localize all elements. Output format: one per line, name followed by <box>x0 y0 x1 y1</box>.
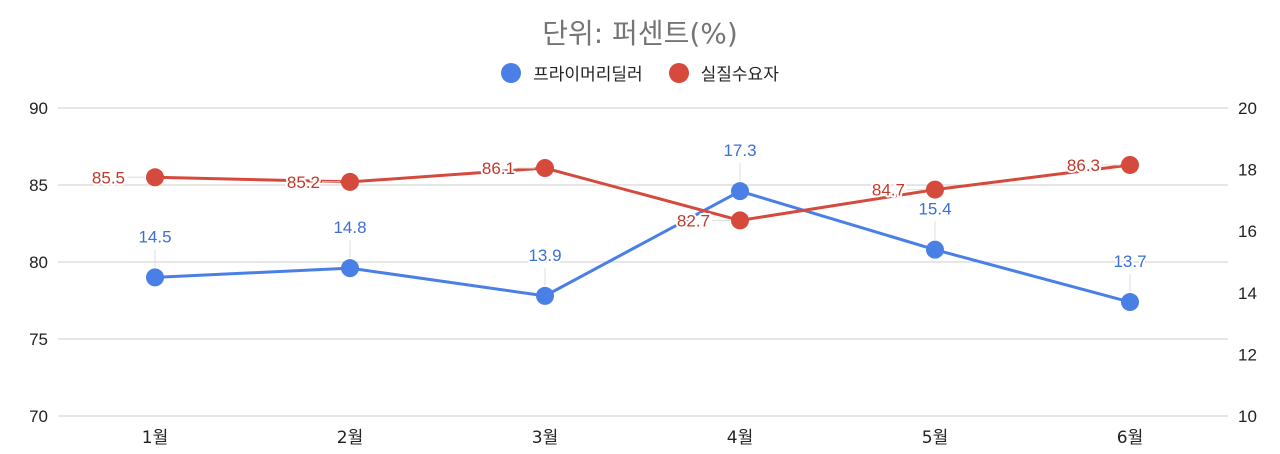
left-axis-tick: 85 <box>29 176 48 195</box>
data-label: 17.3 <box>723 141 756 160</box>
data-point-marker <box>1121 155 1139 174</box>
data-point-marker <box>926 240 944 259</box>
x-axis-label: 5월 <box>922 428 948 448</box>
x-axis-label: 3월 <box>532 428 558 448</box>
data-point-marker <box>341 259 359 278</box>
chart-legend: 프라이머리딜러 실질수요자 <box>0 60 1280 85</box>
data-label: 86.3 <box>1067 156 1100 175</box>
legend-label: 실질수요자 <box>700 65 779 85</box>
legend-item-primary-dealer[interactable]: 프라이머리딜러 <box>501 60 643 85</box>
left-axis-tick: 80 <box>29 253 48 272</box>
data-label: 14.5 <box>138 227 171 246</box>
data-label: 86.1 <box>482 159 515 178</box>
data-label: 82.7 <box>677 211 710 230</box>
left-axis-tick: 75 <box>29 330 48 349</box>
data-point-marker <box>536 286 554 305</box>
right-axis-tick: 18 <box>1238 161 1257 180</box>
data-label: 14.8 <box>333 218 366 237</box>
data-label: 84.7 <box>872 181 905 200</box>
right-axis-tick: 10 <box>1238 407 1257 426</box>
right-axis-tick: 20 <box>1238 99 1257 118</box>
legend-item-end-user[interactable]: 실질수요자 <box>668 60 779 85</box>
data-point-marker <box>341 172 359 191</box>
right-axis-tick: 14 <box>1238 284 1257 303</box>
data-point-marker <box>536 159 554 178</box>
left-axis-tick: 90 <box>29 99 48 118</box>
series-line <box>154 189 1131 304</box>
data-point-marker <box>146 268 164 287</box>
data-label: 85.5 <box>92 168 125 187</box>
data-point-marker <box>731 182 749 201</box>
data-label: 85.2 <box>287 173 320 192</box>
data-label: 13.9 <box>528 246 561 265</box>
right-axis-tick: 16 <box>1238 222 1257 241</box>
data-label: 13.7 <box>1113 252 1146 271</box>
x-axis-label: 6월 <box>1117 428 1143 448</box>
data-point-marker <box>926 180 944 199</box>
right-axis-tick: 12 <box>1238 345 1257 364</box>
left-axis-tick: 70 <box>29 407 48 426</box>
series-line <box>154 163 1131 222</box>
legend-dot-icon <box>501 62 522 83</box>
data-point-marker <box>731 211 749 230</box>
x-axis-label: 4월 <box>727 428 753 448</box>
data-label: 15.4 <box>918 200 951 219</box>
x-axis-label: 1월 <box>142 428 168 448</box>
data-point-marker <box>1121 293 1139 312</box>
chart-title: 단위: 퍼센트(%) <box>542 17 738 50</box>
x-axis-label: 2월 <box>337 428 363 448</box>
legend-dot-icon <box>668 62 689 83</box>
legend-label: 프라이머리딜러 <box>533 65 643 85</box>
data-point-marker <box>146 168 164 187</box>
